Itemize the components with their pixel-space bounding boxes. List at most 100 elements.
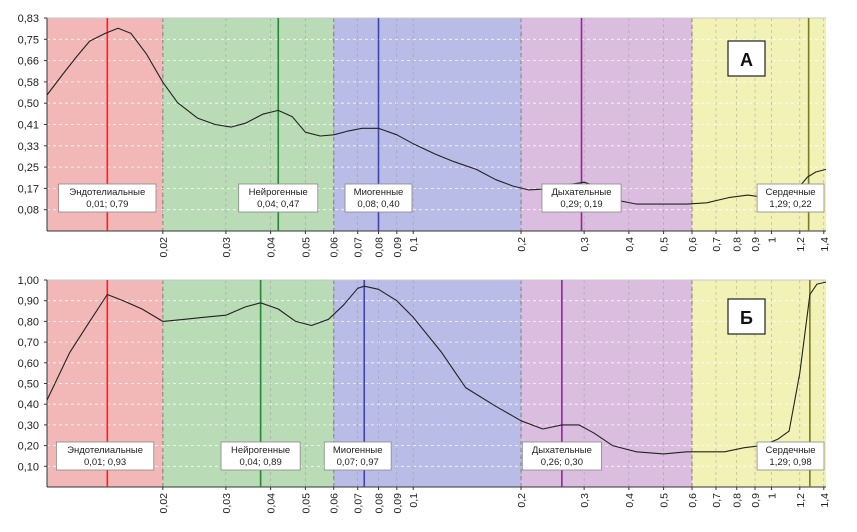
x-tick-label-12: 0,5 (659, 237, 671, 252)
series-line (46, 281, 827, 455)
y-tick-label-4: 0,50 (18, 379, 39, 391)
peak-label-name: Миогенные (354, 187, 404, 198)
x-tick-label-6: 0,08 (373, 237, 385, 258)
y-tick-label-1: 0,20 (18, 441, 39, 453)
x-tick-label-0: 0,02 (158, 237, 170, 258)
peak-label-name: Нейрогенные (231, 445, 290, 456)
x-tick-label-14: 0,7 (711, 493, 723, 508)
peak-label-value: 0,29; 0,19 (560, 199, 602, 210)
peak-label-box (344, 183, 413, 213)
panel-letter-box (727, 40, 766, 77)
panel-letter: Б (740, 308, 753, 328)
x-tick-label-10: 0,3 (579, 493, 591, 508)
x-tick-label-2: 0,04 (266, 237, 278, 258)
x-tick-label-15: 0,8 (732, 493, 744, 508)
peak-label-name: Эндотелиальные (69, 187, 145, 198)
y-tick-label-2: 0,30 (18, 420, 39, 432)
x-tick-label-19: 1,4 (819, 237, 831, 252)
peak-label-value: 1,29; 0,98 (769, 457, 811, 468)
peak-label-box (521, 441, 602, 471)
y-tick-label-6: 0,58 (18, 77, 39, 89)
panel-letter: А (740, 50, 753, 70)
x-tick-label-14: 0,7 (711, 237, 723, 252)
peak-label-box (323, 441, 392, 471)
peak-label-name: Сердечные (766, 187, 816, 198)
x-tick-label-13: 0,6 (687, 237, 699, 252)
x-tick-label-12: 0,5 (659, 493, 671, 508)
peak-label-box (220, 441, 301, 471)
x-tick-label-2: 0,04 (266, 493, 278, 514)
peak-label-box (541, 183, 622, 213)
x-tick-label-16: 0,9 (750, 237, 762, 252)
y-tick-label-6: 0,70 (18, 337, 39, 349)
peak-label-name: Эндотелиальные (67, 445, 143, 456)
x-tick-label-6: 0,08 (373, 493, 385, 514)
peak-label-value: 0,04; 0,89 (239, 457, 281, 468)
y-tick-label-4: 0,41 (18, 120, 39, 132)
x-tick-label-16: 0,9 (750, 493, 762, 508)
x-tick-label-11: 0,4 (624, 493, 636, 508)
x-tick-label-1: 0,03 (221, 493, 233, 514)
peak-label-value: 0,01; 0,93 (84, 457, 126, 468)
y-tick-label-8: 0,75 (18, 34, 39, 46)
y-tick-label-1: 0,17 (18, 183, 39, 195)
peak-label-name: Дыхательные (532, 445, 592, 456)
x-tick-label-15: 0,8 (732, 237, 744, 252)
x-tick-label-0: 0,02 (158, 493, 170, 514)
y-tick-label-7: 0,80 (18, 316, 39, 328)
peak-label-box (58, 183, 157, 213)
y-tick-label-5: 0,60 (18, 358, 39, 370)
y-tick-label-0: 0,10 (18, 461, 39, 473)
chart-panel-a: 0,080,170,250,330,410,500,580,660,750,83… (18, 13, 831, 257)
x-tick-label-3: 0,05 (300, 237, 312, 258)
chart-panel-b: 0,10 0,20 0,30 0,40 0,50 0,60 0,70 0,80 0,90 1,00… (18, 275, 831, 513)
x-tick-label-7: 0,09 (392, 237, 404, 258)
y-tick-label-0: 0,08 (18, 205, 39, 217)
x-tick-label-3: 0,05 (300, 493, 312, 514)
peak-label-value: 0,01; 0,79 (86, 199, 128, 210)
x-tick-label-10: 0,3 (579, 237, 591, 252)
x-tick-label-5: 0,07 (353, 237, 365, 258)
peak-label-name: Нейрогенные (249, 187, 308, 198)
peak-label-value: 0,08; 0,40 (357, 199, 399, 210)
peak-label-value: 0,07; 0,97 (337, 457, 379, 468)
panel-letter-box (727, 298, 766, 335)
y-tick-label-3: 0,40 (18, 399, 39, 411)
y-tick-label-9: 1,00 (18, 275, 39, 287)
x-tick-label-4: 0,06 (329, 237, 341, 258)
y-tick-label-8: 0,90 (18, 296, 39, 308)
x-tick-label-9: 0,2 (516, 493, 528, 508)
x-tick-label-17: 1 (766, 493, 778, 499)
y-tick-label-3: 0,33 (18, 141, 39, 153)
x-tick-label-4: 0,06 (329, 493, 341, 514)
x-tick-label-17: 1 (766, 237, 778, 243)
x-tick-label-19: 1,4 (819, 493, 831, 508)
x-tick-label-1: 0,03 (221, 237, 233, 258)
x-tick-label-11: 0,4 (624, 237, 636, 252)
y-tick-label-5: 0,50 (18, 98, 39, 110)
peak-label-name: Миогенные (333, 445, 383, 456)
peak-label-value: 0,26; 0,30 (541, 457, 583, 468)
x-tick-label-7: 0,09 (392, 493, 404, 514)
x-tick-label-9: 0,2 (516, 237, 528, 252)
y-tick-label-2: 0,25 (18, 162, 39, 174)
x-tick-label-8: 0,1 (408, 237, 420, 252)
y-tick-label-7: 0,66 (18, 56, 39, 68)
peak-label-value: 1,29; 0,22 (769, 199, 811, 210)
x-tick-label-13: 0,6 (687, 493, 699, 508)
peak-label-box (756, 183, 825, 213)
peak-label-box (55, 441, 155, 471)
x-tick-label-18: 1,2 (795, 237, 807, 252)
x-tick-label-5: 0,07 (353, 493, 365, 514)
peak-label-box (238, 183, 319, 213)
y-tick-label-9: 0,83 (18, 13, 39, 25)
